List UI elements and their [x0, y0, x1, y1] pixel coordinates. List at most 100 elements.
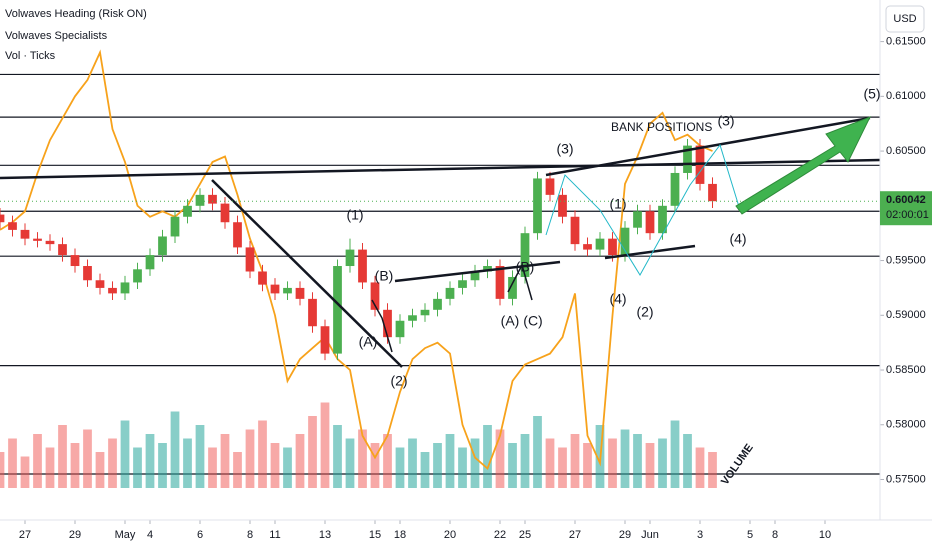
volume-bar — [695, 447, 705, 488]
candle-body — [120, 282, 130, 294]
wave-label: (3) — [717, 113, 734, 129]
y-tick-label: 0.61000 — [886, 90, 926, 102]
volume-bar — [8, 438, 17, 488]
candle-body — [308, 298, 317, 327]
candle-body — [233, 222, 242, 248]
countdown: 02:00:01 — [886, 209, 929, 221]
wave-label: (4) — [729, 231, 746, 247]
volume-bar — [458, 447, 467, 488]
x-tick-label: 3 — [697, 529, 703, 541]
x-tick-label: 22 — [494, 529, 506, 541]
wave-line — [371, 299, 393, 353]
volume-bar — [295, 434, 305, 488]
volume-bar — [120, 420, 130, 488]
last-price-label: 0.60042 — [886, 194, 926, 206]
x-tick-label: 29 — [619, 529, 631, 541]
volume-bar — [308, 416, 317, 488]
wave-label: (B) — [375, 268, 394, 284]
y-tick-label: 0.58000 — [886, 419, 926, 431]
volume-bar — [533, 416, 542, 488]
trendline — [604, 244, 696, 260]
volume-bar — [270, 443, 280, 488]
volume-bar — [508, 443, 517, 488]
volume-bar — [545, 438, 555, 488]
volume-bar — [183, 438, 192, 488]
volume-bar — [658, 438, 667, 488]
indicator-label: BANK POSITIONS — [611, 120, 712, 134]
candle-body — [383, 309, 392, 338]
x-tick-label: 11 — [269, 529, 280, 541]
bank-positions-line — [0, 49, 713, 471]
volume-bar — [195, 425, 205, 488]
wave-label: (1) — [609, 196, 626, 212]
y-tick-label: 0.61500 — [886, 36, 926, 48]
candle-body — [470, 271, 480, 281]
x-tick-label: 4 — [147, 529, 153, 541]
wave-label: (A) — [501, 313, 520, 329]
x-tick-label: Jun — [641, 529, 659, 541]
y-tick-label: 0.59000 — [886, 309, 926, 321]
candle-body — [670, 172, 680, 206]
candle-body — [58, 244, 67, 256]
x-tick-label: 27 — [19, 529, 31, 541]
volume-bar — [570, 434, 580, 488]
wave-label: (1) — [346, 207, 363, 223]
wave-label: (B) — [516, 259, 535, 275]
candle-body — [158, 236, 167, 256]
volume-bar — [245, 429, 255, 488]
volume-bar — [445, 434, 455, 488]
candle-body — [195, 194, 205, 206]
candle-body — [295, 287, 305, 299]
candle-body — [8, 222, 17, 230]
x-tick-label: 27 — [569, 529, 581, 541]
volume-bar — [483, 425, 492, 488]
volume-bar — [383, 434, 392, 488]
candle-body — [445, 287, 455, 299]
volume-bar — [583, 443, 592, 488]
candle-body — [420, 309, 430, 316]
candle-body — [45, 240, 55, 245]
y-tick-label: 0.59500 — [886, 254, 926, 266]
x-tick-label: 18 — [394, 529, 406, 541]
candle-body — [708, 183, 717, 202]
target-arrow — [735, 116, 872, 215]
candle-body — [83, 266, 92, 281]
volume-bar — [95, 452, 105, 488]
candle-body — [208, 194, 217, 204]
candle-body — [408, 315, 417, 321]
volume-bar — [608, 438, 617, 488]
wave-label: (3) — [556, 141, 573, 157]
volume-bar — [470, 438, 480, 488]
candle-body — [258, 271, 267, 285]
candle-body — [20, 229, 30, 239]
candle-body — [183, 205, 192, 217]
volume-bar — [370, 443, 380, 488]
volume-bar — [333, 425, 342, 488]
volume-bar — [395, 447, 405, 488]
candle-body — [595, 238, 605, 250]
trendline — [0, 158, 881, 180]
volume-bar — [495, 429, 505, 488]
candle-body — [345, 249, 355, 267]
volume-bar — [170, 411, 180, 488]
drawings — [0, 116, 881, 368]
wave-label: (C) — [523, 313, 542, 329]
volume-bar — [408, 438, 417, 488]
candle-body — [283, 287, 292, 294]
wave-label: (2) — [390, 373, 407, 389]
volume-bar — [620, 429, 630, 488]
candle-body — [645, 211, 655, 234]
volume-bar — [320, 402, 330, 488]
volume-bar — [558, 447, 567, 488]
volume-bar — [0, 452, 5, 488]
volume-bar — [345, 438, 355, 488]
plot-area: 0.57500 0.58000 0.58500 0.59000 0.59500 0.600… — [0, 36, 926, 541]
trendline — [394, 260, 561, 283]
candle-body — [220, 203, 230, 223]
candle-body — [608, 238, 617, 256]
volume-bar — [33, 434, 42, 488]
candle-body — [658, 205, 667, 234]
candle-body — [508, 276, 517, 299]
currency-button[interactable] — [885, 5, 925, 33]
